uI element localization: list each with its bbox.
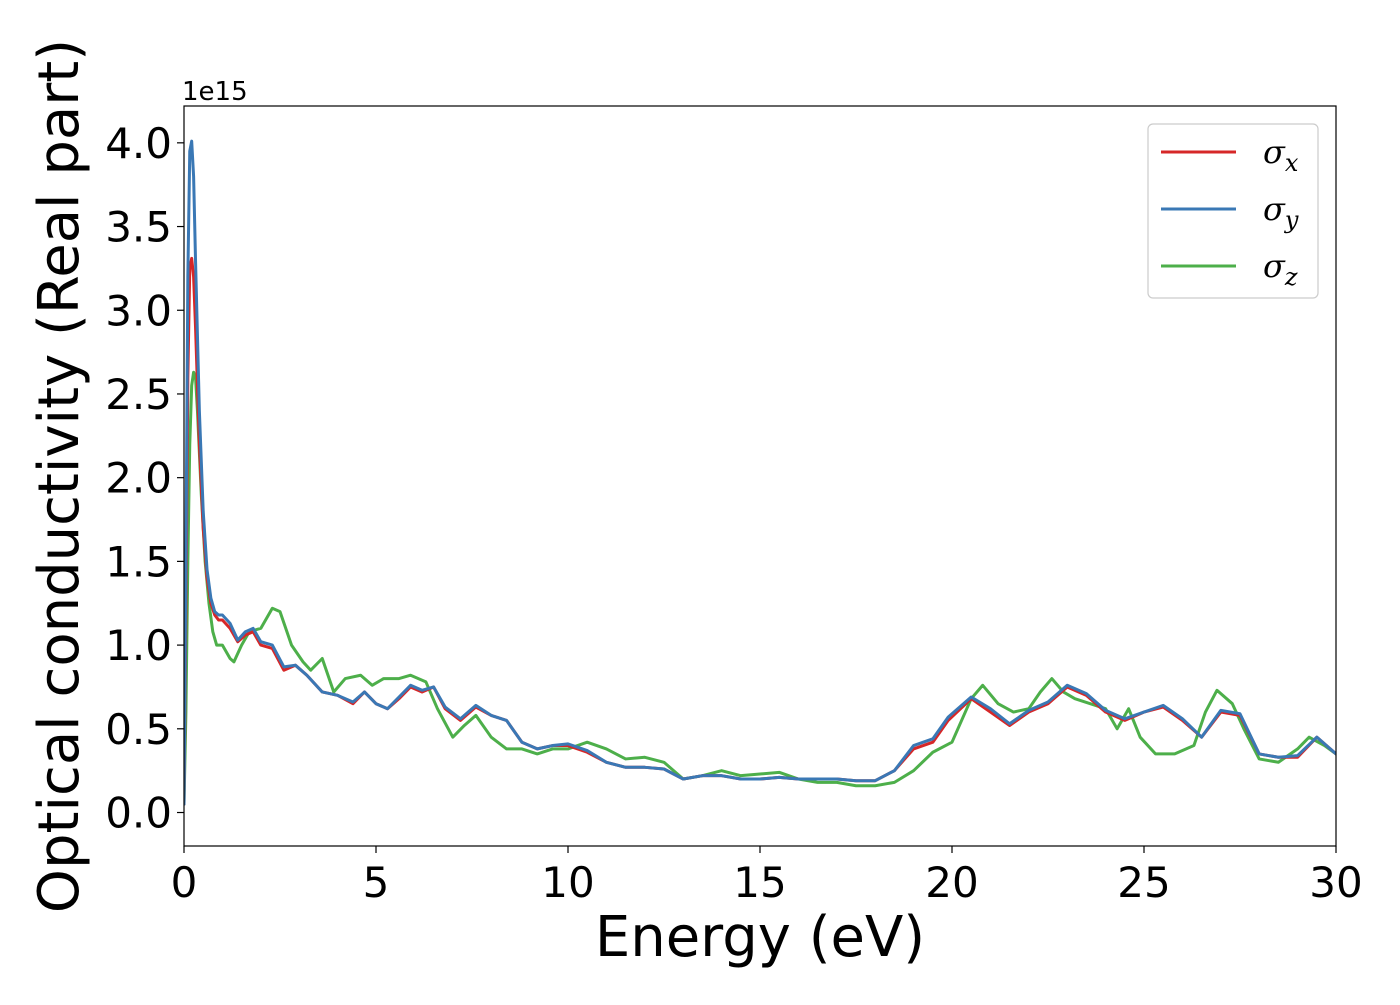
legend-label-y: σy xyxy=(1263,190,1299,234)
legend-label-z: σz xyxy=(1263,247,1298,291)
x-tick-label: 25 xyxy=(1117,858,1170,907)
legend-box xyxy=(1147,123,1319,299)
legend: σx σy σz xyxy=(1147,123,1319,299)
x-axis-ticks: 0 5 10 15 20 25 30 xyxy=(171,846,1363,907)
legend-label-x: σx xyxy=(1263,133,1299,177)
series-layer xyxy=(184,139,1336,806)
y-tick-label: 1.5 xyxy=(105,537,172,586)
y-axis-title: Optical conductivity (Real part) xyxy=(27,39,92,913)
y-tick-label: 4.0 xyxy=(105,119,172,168)
y-tick-label: 1.0 xyxy=(105,621,172,670)
x-tick-label: 0 xyxy=(171,858,198,907)
y-tick-label: 0.5 xyxy=(105,705,172,754)
y-tick-label: 3.5 xyxy=(105,203,172,252)
y-axis-offset-label: 1e15 xyxy=(182,77,248,107)
y-tick-label: 2.0 xyxy=(105,454,172,503)
series-line-y xyxy=(184,139,1336,806)
x-tick-label: 20 xyxy=(925,858,978,907)
series-line-x xyxy=(184,256,1336,806)
series-line-z xyxy=(184,370,1336,806)
y-tick-label: 3.0 xyxy=(105,286,172,335)
x-axis-title: Energy (eV) xyxy=(595,905,925,970)
y-tick-label: 2.5 xyxy=(105,370,172,419)
x-tick-label: 5 xyxy=(363,858,390,907)
y-tick-label: 0.0 xyxy=(105,789,172,838)
x-tick-label: 10 xyxy=(541,858,594,907)
x-tick-label: 15 xyxy=(733,858,786,907)
y-axis-ticks: 0.0 0.5 1.0 1.5 2.0 2.5 3.0 3.5 4.0 xyxy=(105,119,184,838)
x-tick-label: 30 xyxy=(1309,858,1362,907)
